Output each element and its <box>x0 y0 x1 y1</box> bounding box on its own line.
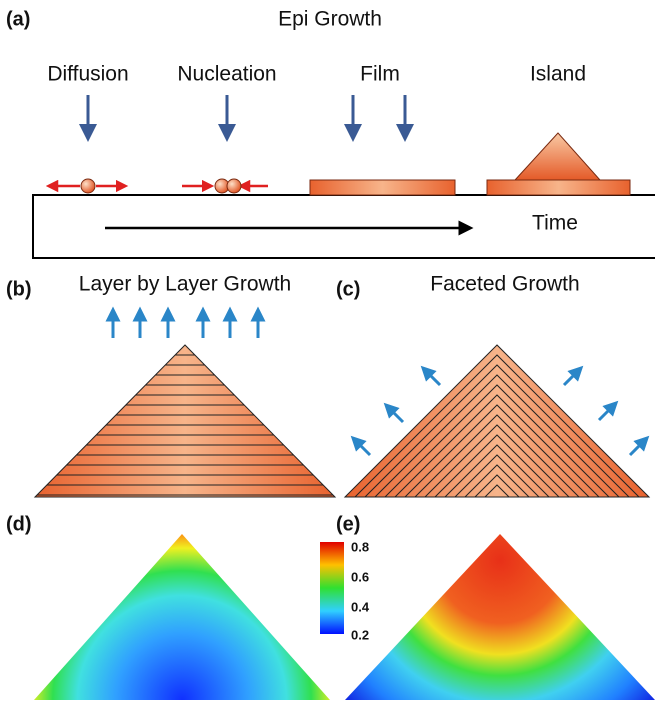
island <box>513 132 602 181</box>
facet-line <box>404 404 590 498</box>
panel-label: (a) <box>6 8 30 30</box>
film <box>309 179 456 196</box>
stage-label: Nucleation <box>177 63 276 86</box>
substrate <box>32 194 655 259</box>
pyramid <box>343 344 651 498</box>
panel-title: Layer by Layer Growth <box>79 273 291 296</box>
axis-label: Time <box>532 212 578 235</box>
heatmap <box>34 534 330 700</box>
facet-line <box>414 414 580 498</box>
facet-line <box>444 444 550 498</box>
facet-line <box>464 464 530 498</box>
heatmap <box>345 534 655 700</box>
colorbar-label: 0.2 <box>351 627 369 642</box>
stage-label: Diffusion <box>47 63 128 86</box>
growth-arrows <box>350 365 650 457</box>
stage-label: Film <box>360 63 400 86</box>
panel-label: (d) <box>6 513 32 535</box>
colorbar <box>320 542 344 634</box>
panel-title: Faceted Growth <box>430 273 579 296</box>
colorbar-label: 0.8 <box>351 539 369 554</box>
flux-arrows <box>79 95 414 142</box>
facet-line <box>354 354 640 498</box>
growth-arrows <box>105 306 266 338</box>
wetting-layer <box>486 179 631 196</box>
stage-label: Island <box>530 63 586 86</box>
layer-lines <box>36 354 334 496</box>
facet-line <box>374 374 620 498</box>
panel-label: (c) <box>336 278 360 300</box>
facet-line <box>484 484 510 498</box>
adatoms <box>80 178 242 194</box>
facet-lines <box>354 354 640 498</box>
colorbar-label: 0.6 <box>351 569 369 584</box>
colorbar-label: 0.4 <box>351 599 370 614</box>
facet-line <box>424 424 570 498</box>
pyramid <box>33 344 337 498</box>
panel-label: (b) <box>6 278 32 300</box>
facet-line <box>384 384 610 498</box>
facet-line <box>394 394 600 498</box>
panel-title: Epi Growth <box>278 8 382 31</box>
facet-line <box>474 474 520 498</box>
facet-line <box>454 454 540 498</box>
panel-label: (e) <box>336 513 360 535</box>
facet-line <box>364 364 630 498</box>
facet-line <box>434 434 560 498</box>
